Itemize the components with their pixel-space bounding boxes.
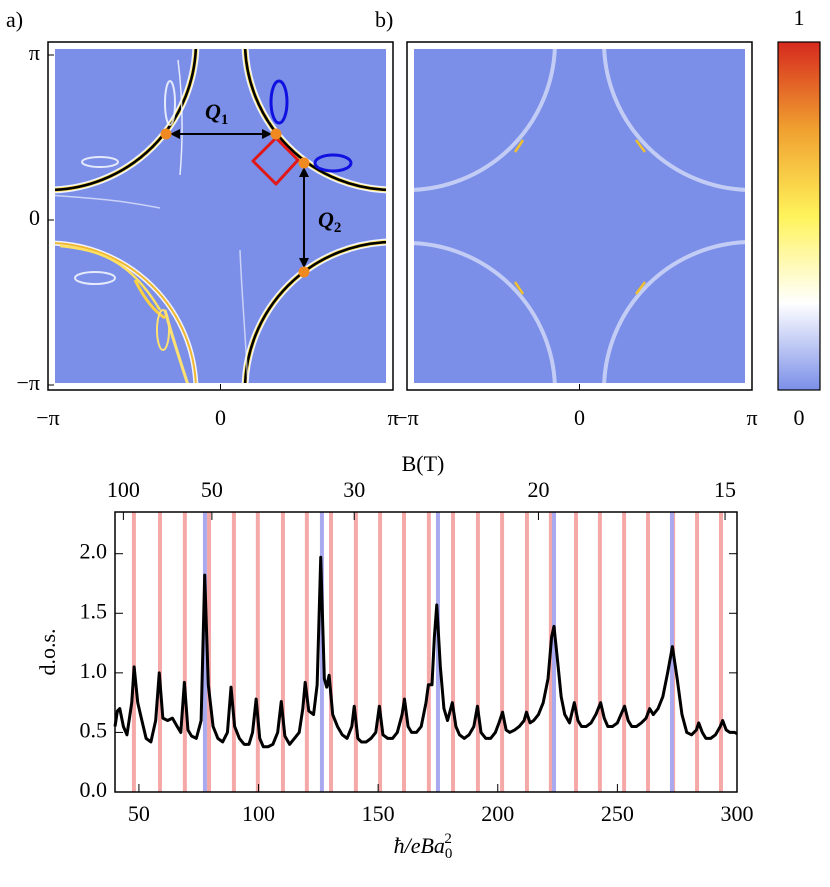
contour — [414, 49, 557, 192]
contour — [133, 279, 166, 320]
contour-hot — [513, 139, 525, 153]
colorbar — [777, 41, 821, 391]
contour — [55, 194, 161, 209]
spot — [81, 156, 119, 168]
x-tick-label: π — [746, 405, 757, 430]
heatmap-field — [55, 49, 386, 383]
x-tick-label: 100 — [242, 801, 275, 826]
label-sub: 2 — [334, 220, 342, 236]
x-tick-label: π — [387, 405, 398, 430]
y-tick-label: −π — [16, 370, 40, 395]
panel-label: a) — [6, 7, 23, 32]
panel-b: b) −π 0 π 0 1 — [375, 5, 821, 430]
y-axis-label: d.o.s. — [35, 628, 60, 675]
x2-tick-label: 15 — [714, 477, 736, 502]
contour-group — [414, 49, 557, 192]
contour — [55, 242, 197, 383]
contour — [55, 49, 198, 192]
x-tick-label: −π — [36, 405, 60, 430]
contour-group — [602, 240, 745, 383]
label-main: Q — [318, 207, 334, 232]
label: Q2 — [318, 207, 341, 236]
hot-spot — [298, 266, 310, 278]
label-sup: 2 — [444, 831, 452, 847]
panel-label: b) — [375, 7, 393, 32]
heatmap-features — [55, 49, 386, 383]
x-tick-label: 0 — [215, 405, 226, 430]
spot — [156, 309, 170, 351]
y-tick-label: 0 — [29, 205, 40, 230]
contour — [602, 49, 745, 192]
contour — [602, 240, 745, 383]
label-main: ħ/eBa — [394, 833, 445, 858]
x2-axis-label: B(T) — [402, 451, 445, 476]
dos-chart: 50 100 150 200 250 300 100 50 30 20 15 0.0 0.5 1.0 1.5… — [35, 451, 753, 862]
x-tick-label: 150 — [362, 801, 395, 826]
label-sub: 1 — [221, 112, 229, 128]
x-tick-label: 0 — [574, 405, 585, 430]
contour-hot — [635, 281, 646, 295]
x-tick-label: −π — [395, 405, 419, 430]
contour — [243, 240, 386, 383]
x-tick-label: 200 — [481, 801, 514, 826]
dos-line — [113, 555, 738, 749]
x-tick-label: 300 — [721, 801, 754, 826]
contour-group — [414, 241, 557, 383]
label-main: Q — [205, 99, 221, 124]
contour-hot — [513, 281, 525, 295]
colorbar-tick-label: 1 — [794, 5, 805, 30]
contour — [243, 49, 386, 192]
contour — [239, 249, 249, 383]
hot-spot — [160, 128, 172, 140]
frame — [114, 511, 738, 793]
contour — [59, 244, 162, 311]
label-sub: 0 — [445, 846, 453, 862]
heatmap-field — [414, 49, 745, 383]
plot-area — [115, 512, 737, 792]
y-tick-label: 0.5 — [80, 717, 108, 742]
x2-tick-label: 30 — [343, 477, 365, 502]
contour — [414, 241, 557, 383]
red-pocket — [251, 136, 300, 186]
y-tick-label: 2.0 — [80, 539, 108, 564]
x2-tick-label: 50 — [201, 477, 223, 502]
y-tick-label: π — [29, 40, 40, 65]
y-tick-label: 1.5 — [80, 598, 108, 623]
y-tick-label: 1.0 — [80, 658, 108, 683]
x2-tick-label: 20 — [527, 477, 549, 502]
blue-pocket — [269, 79, 289, 125]
y-tick-label: 0.0 — [80, 777, 108, 802]
hot-spot — [270, 128, 282, 140]
contour-hot — [635, 139, 646, 153]
spot — [74, 271, 116, 285]
hot-spot — [298, 157, 310, 169]
label: ħ/eBa02 — [394, 831, 453, 862]
colorbar-tick-label: 0 — [794, 405, 805, 430]
heatmap-features — [414, 49, 745, 383]
blue-pocket — [313, 153, 353, 173]
x-tick-label: 250 — [601, 801, 634, 826]
contour-group — [602, 49, 745, 192]
x2-tick-label: 100 — [107, 477, 140, 502]
x-tick-label: 50 — [128, 801, 150, 826]
spot — [164, 80, 176, 126]
contour — [177, 59, 183, 176]
label: Q1 — [205, 99, 228, 128]
